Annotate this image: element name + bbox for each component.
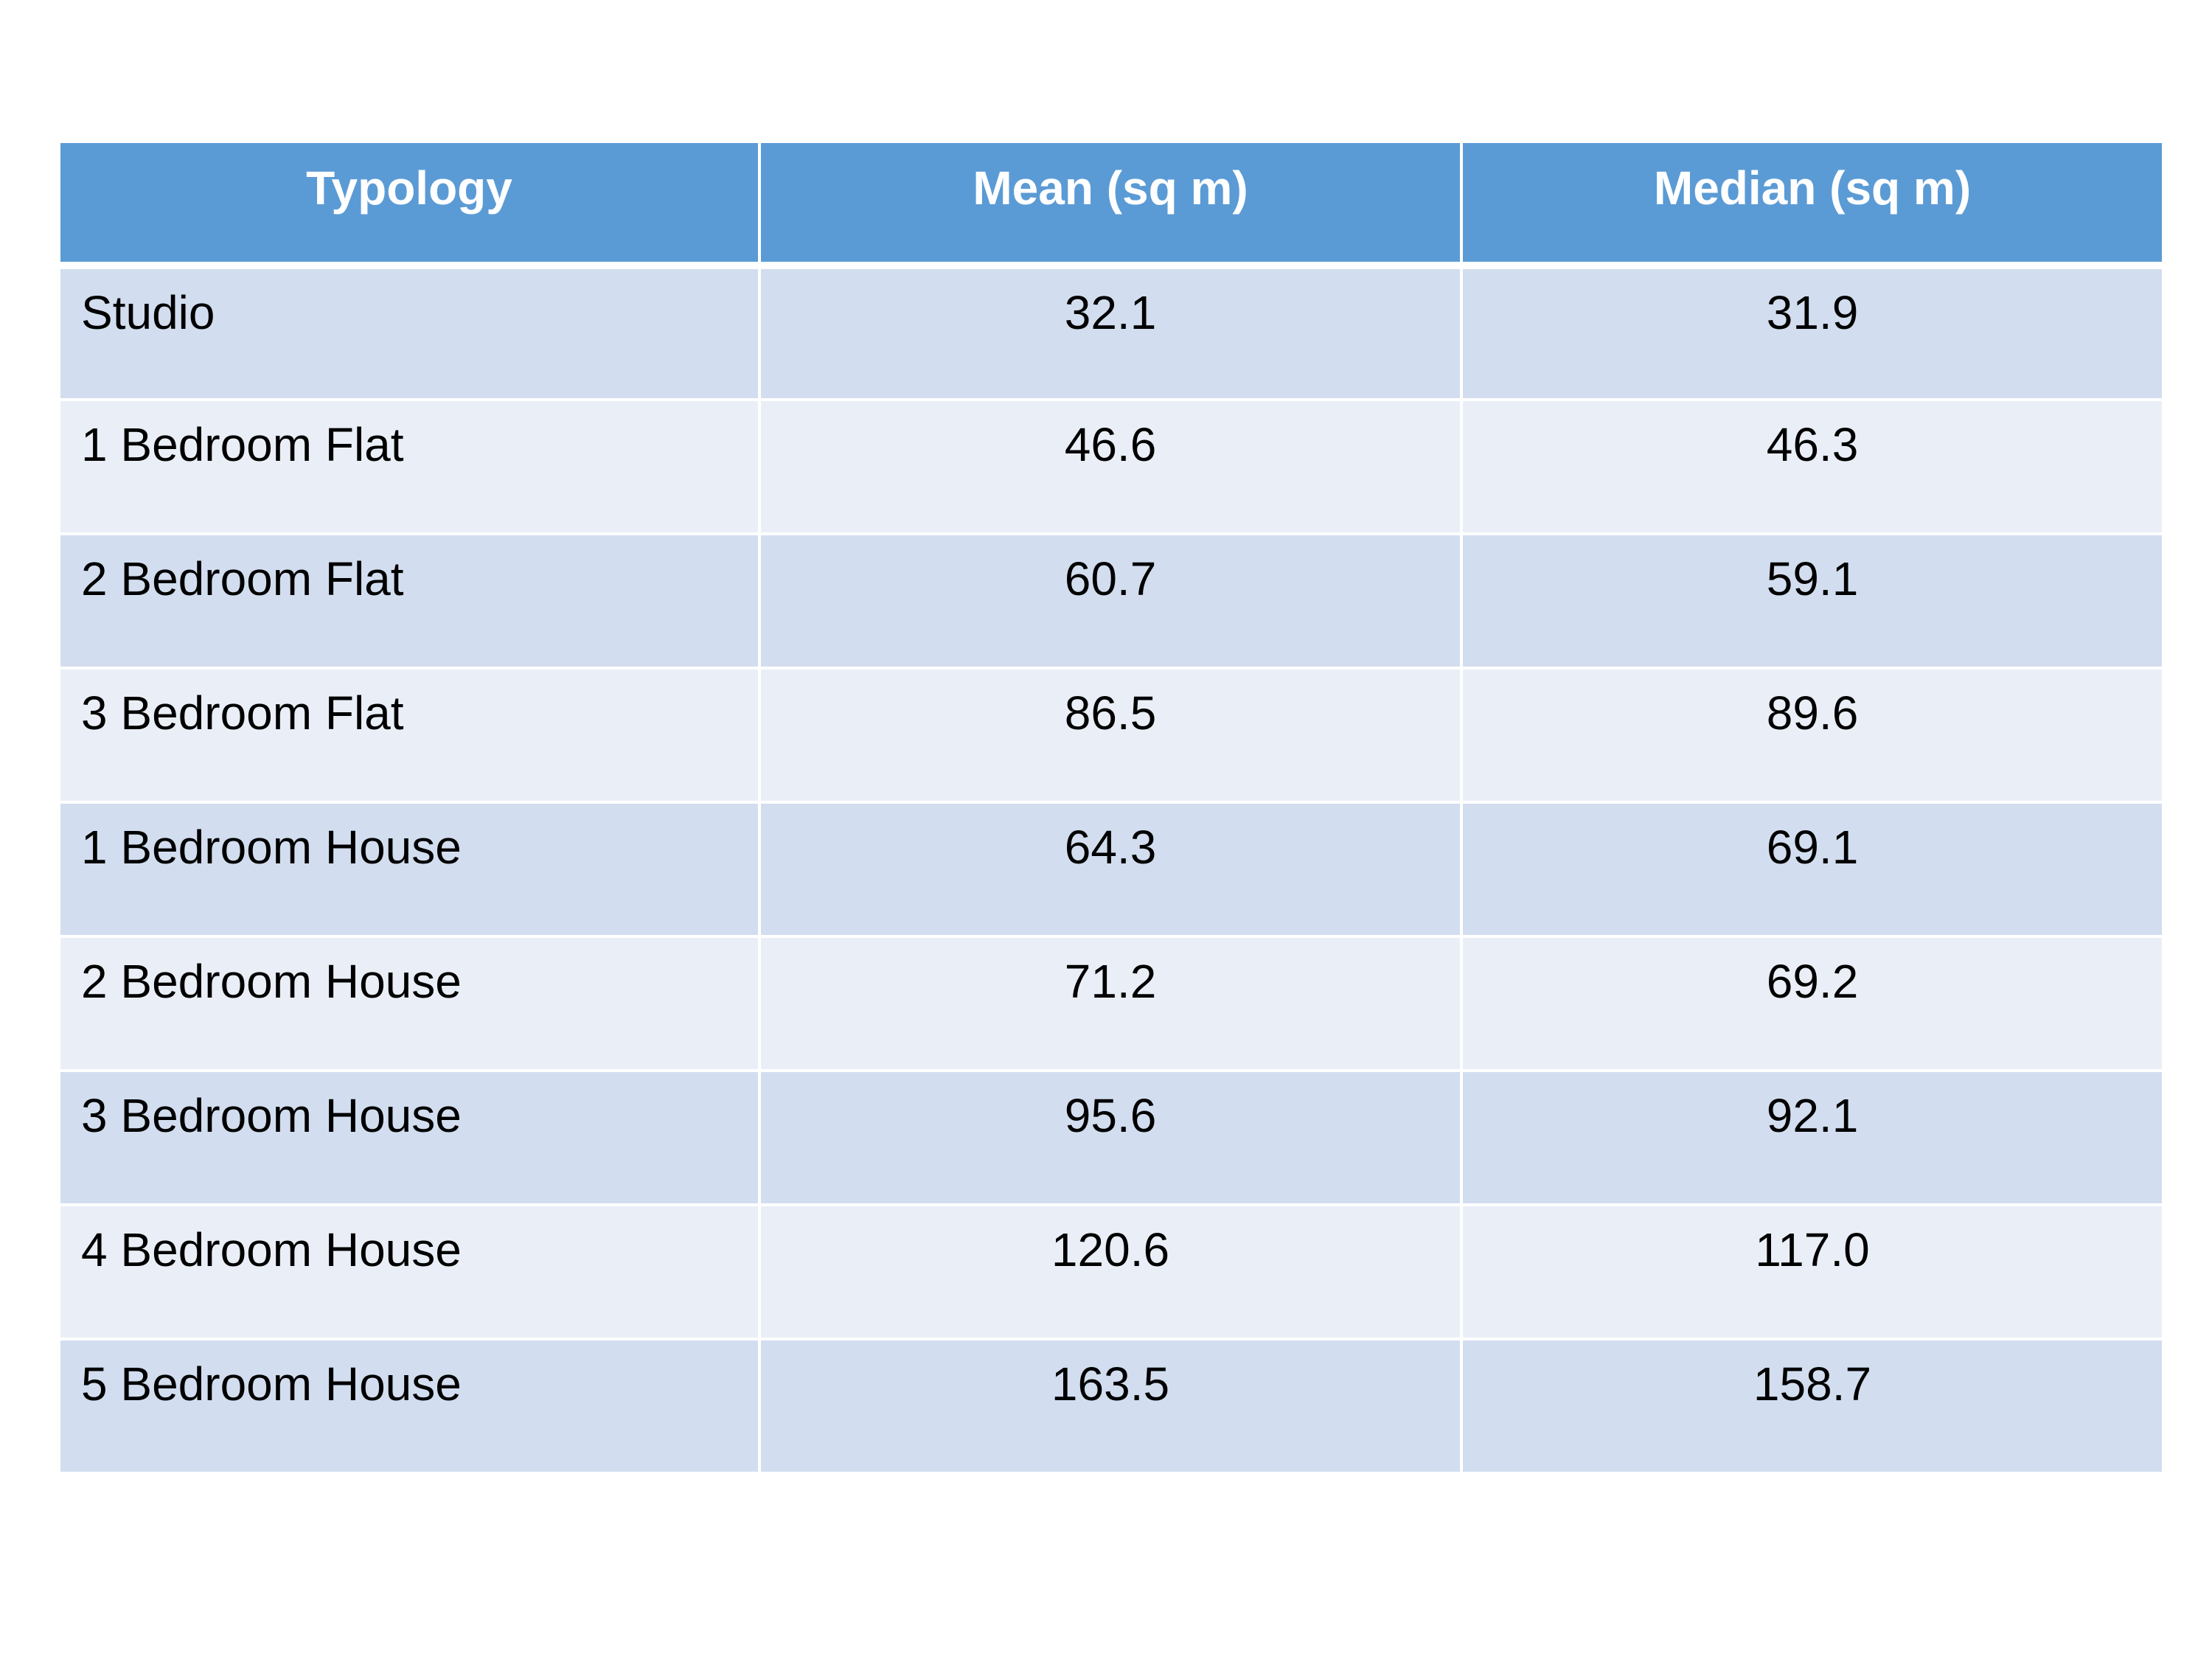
header-typology: Typology [58,140,761,269]
table-row: Studio 32.1 31.9 [58,264,2165,401]
table-row: 1 Bedroom House 64.3 69.1 [58,801,2165,938]
cell-mean: 120.6 [758,1203,1463,1340]
cell-median: 31.9 [1460,264,2165,401]
table-row: 2 Bedroom House 71.2 69.2 [58,935,2165,1072]
cell-median: 117.0 [1460,1203,2165,1340]
cell-typology: 1 Bedroom House [58,801,761,938]
cell-median: 46.3 [1460,398,2165,535]
table-row: 2 Bedroom Flat 60.7 59.1 [58,532,2165,669]
cell-median: 59.1 [1460,532,2165,669]
header-mean: Mean (sq m) [758,140,1463,269]
header-row: Typology Mean (sq m) Median (sq m) [58,140,2165,269]
table-body: Studio 32.1 31.9 1 Bedroom Flat 46.6 46.… [58,264,2165,1475]
cell-mean: 32.1 [758,264,1463,401]
typology-size-table: Typology Mean (sq m) Median (sq m) Studi… [58,140,2165,1475]
data-table-container: Typology Mean (sq m) Median (sq m) Studi… [58,140,2165,1475]
cell-median: 92.1 [1460,1069,2165,1206]
cell-mean: 60.7 [758,532,1463,669]
cell-median: 158.7 [1460,1338,2165,1475]
table-row: 4 Bedroom House 120.6 117.0 [58,1203,2165,1340]
cell-mean: 86.5 [758,667,1463,804]
cell-typology: 2 Bedroom House [58,935,761,1072]
table-row: 5 Bedroom House 163.5 158.7 [58,1338,2165,1475]
cell-typology: 3 Bedroom Flat [58,667,761,804]
header-median: Median (sq m) [1460,140,2165,269]
table-header: Typology Mean (sq m) Median (sq m) [58,140,2165,269]
cell-median: 69.1 [1460,801,2165,938]
cell-typology: Studio [58,264,761,401]
cell-typology: 2 Bedroom Flat [58,532,761,669]
cell-typology: 4 Bedroom House [58,1203,761,1340]
cell-typology: 5 Bedroom House [58,1338,761,1475]
cell-typology: 1 Bedroom Flat [58,398,761,535]
table-row: 3 Bedroom House 95.6 92.1 [58,1069,2165,1206]
cell-mean: 95.6 [758,1069,1463,1206]
cell-typology: 3 Bedroom House [58,1069,761,1206]
cell-mean: 64.3 [758,801,1463,938]
cell-median: 89.6 [1460,667,2165,804]
table-row: 3 Bedroom Flat 86.5 89.6 [58,667,2165,804]
cell-mean: 163.5 [758,1338,1463,1475]
cell-median: 69.2 [1460,935,2165,1072]
cell-mean: 46.6 [758,398,1463,535]
cell-mean: 71.2 [758,935,1463,1072]
table-row: 1 Bedroom Flat 46.6 46.3 [58,398,2165,535]
